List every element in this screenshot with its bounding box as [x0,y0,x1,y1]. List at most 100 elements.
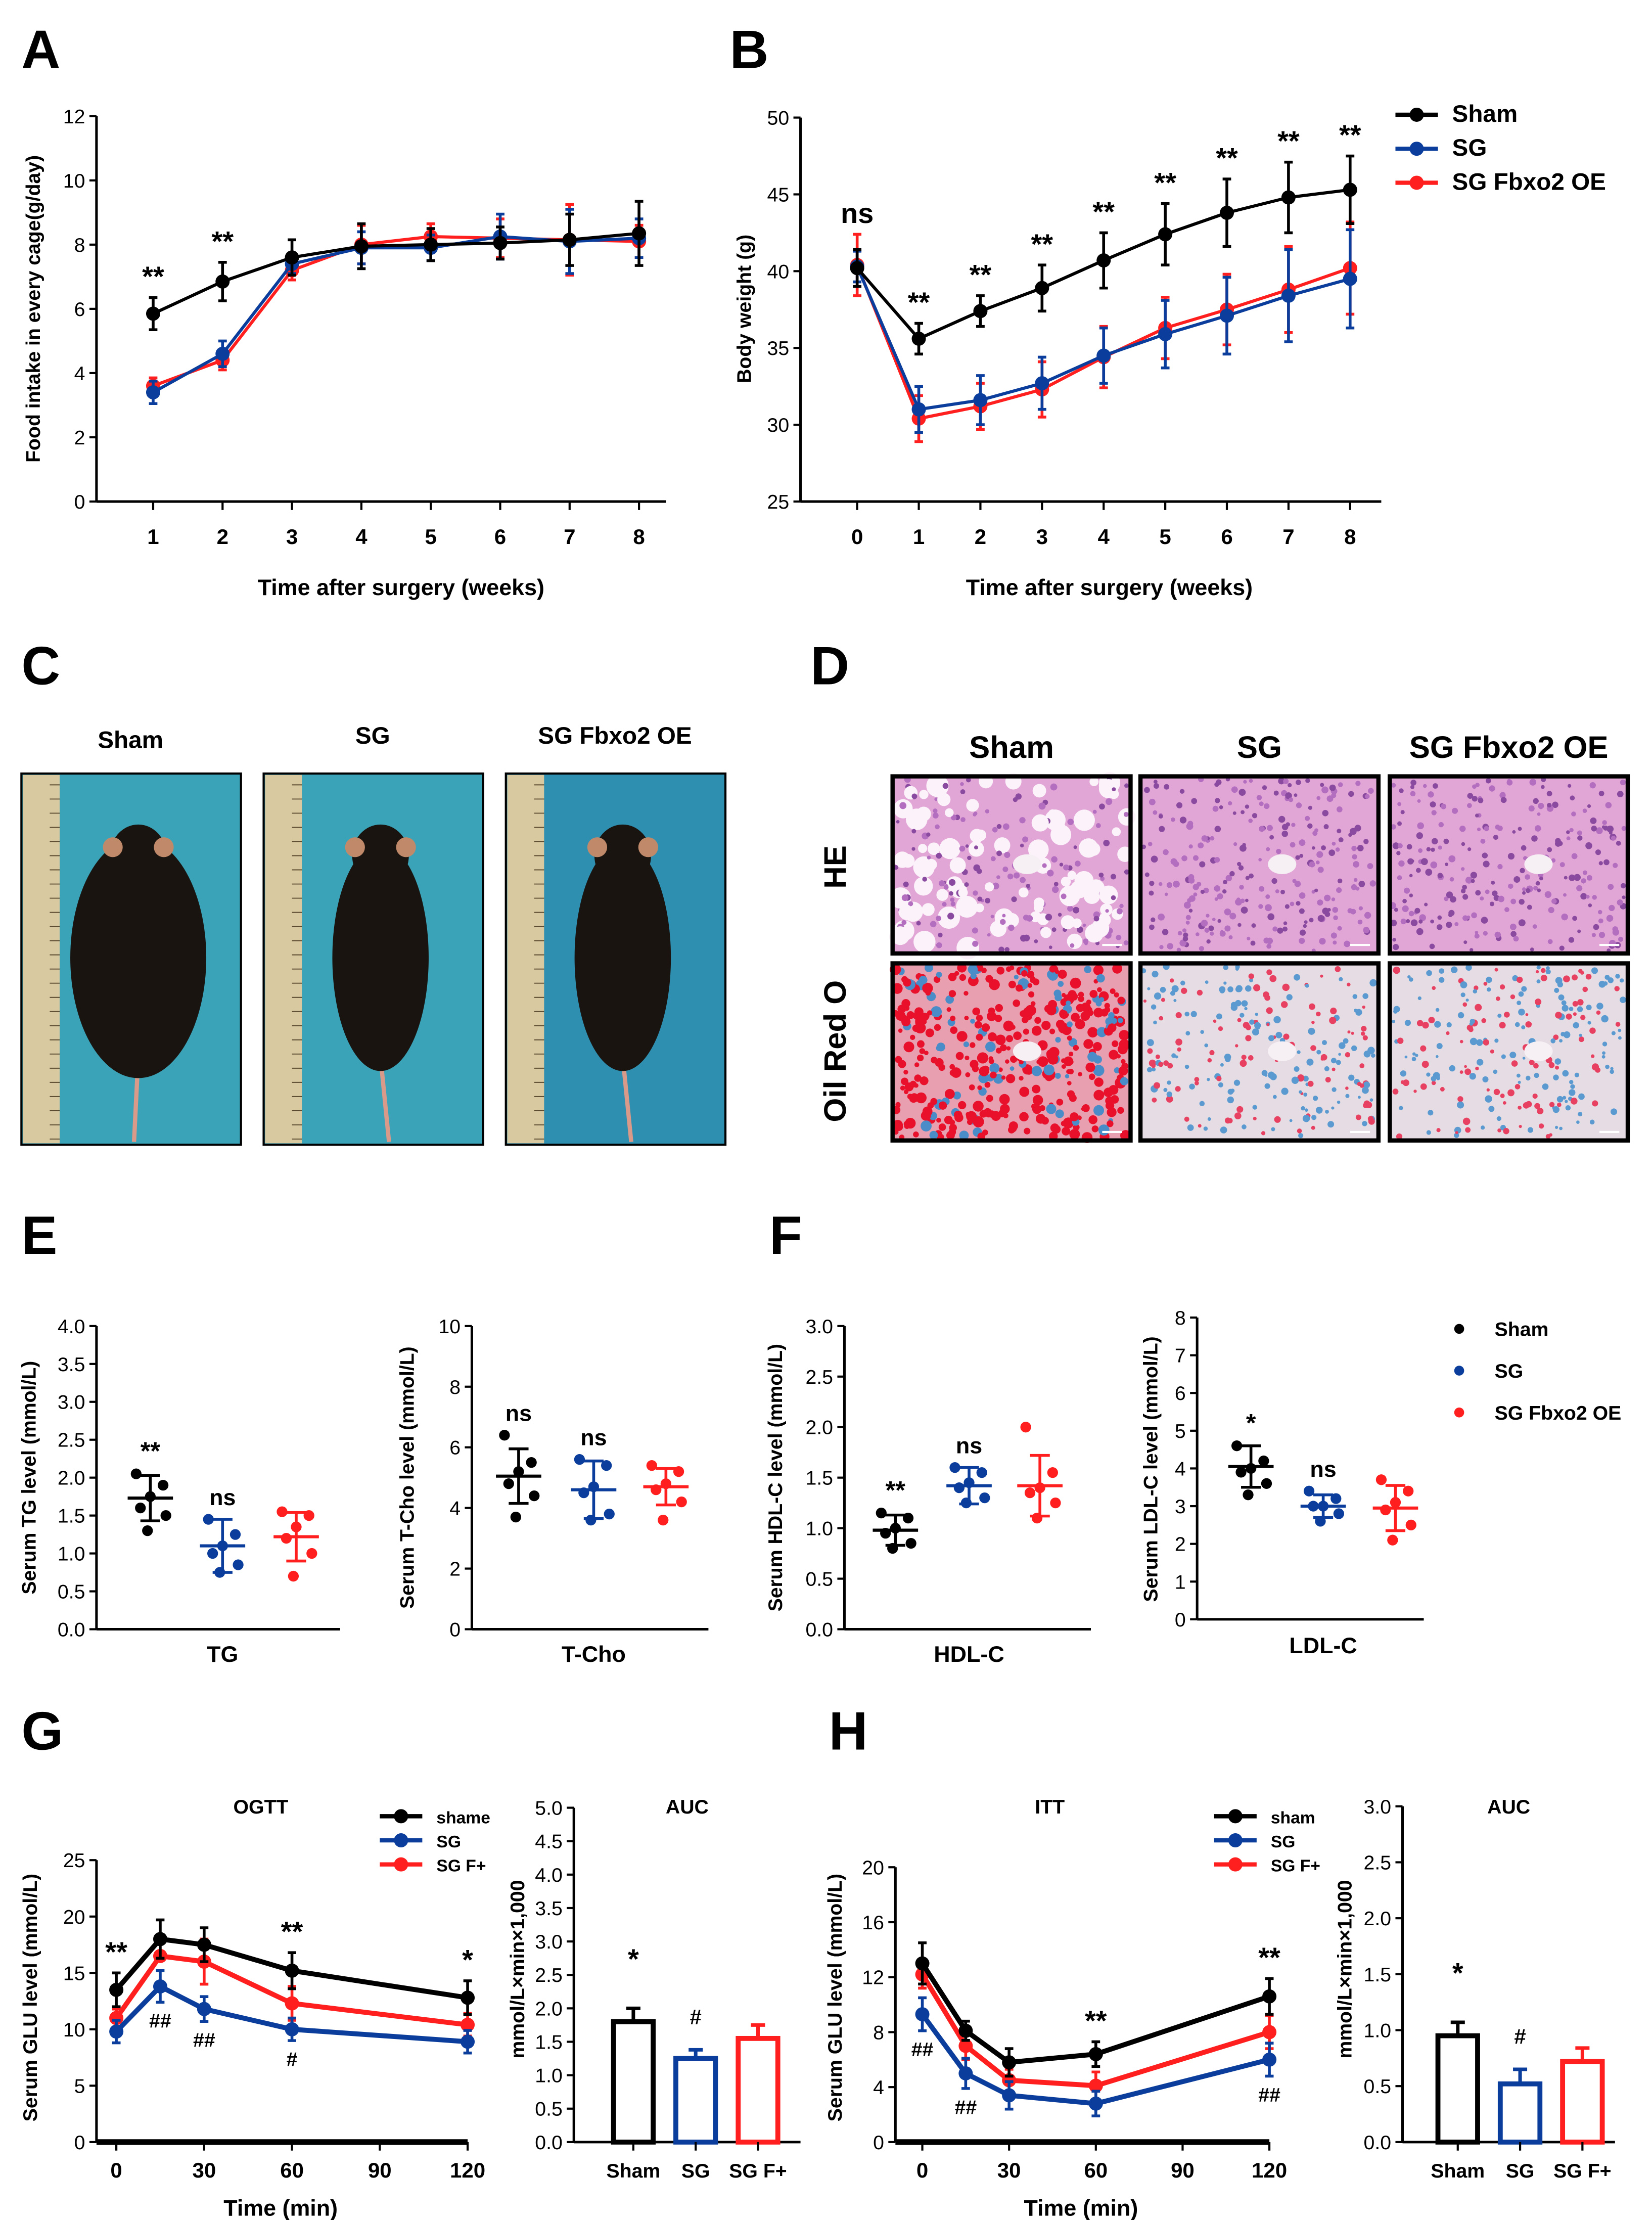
cell [1058,969,1067,979]
cell [959,845,966,852]
y-tick-label: 3.0 [805,1316,833,1338]
cell [1219,930,1226,937]
cell [1104,841,1108,845]
cell [1068,1068,1074,1074]
cell [1093,1090,1105,1101]
y-tick-label: 5.0 [535,1797,563,1820]
y-tick-label: 6 [1175,1382,1186,1405]
y-tick-label: 2.5 [1364,1851,1392,1874]
cell [1004,851,1011,858]
cell [1297,1128,1302,1134]
cell [1067,1081,1072,1085]
cell [973,864,981,872]
cell [1070,977,1081,989]
legend-label: SG F+ [1271,1857,1320,1876]
cell [1411,1057,1416,1062]
oil-red-o-image [890,961,1133,1143]
cell [1056,1099,1064,1106]
legend-marker [1409,175,1424,190]
data-point [1047,1467,1058,1478]
cell [901,1017,911,1027]
y-tick-label: 10 [438,1316,461,1338]
cell [1370,1053,1375,1058]
cell [1245,898,1249,902]
cell [1332,841,1336,846]
cell [1171,1053,1176,1058]
cell [1201,835,1208,842]
cell [1435,1008,1440,1012]
cell [1435,1055,1439,1058]
cell [1525,874,1530,880]
group-sham: * [1228,1409,1274,1501]
x-tick-label: 120 [1252,2158,1287,2182]
cell [987,933,991,937]
data-point [109,1982,124,1997]
cell [1519,898,1525,905]
cell [1601,1055,1605,1059]
cell [948,973,957,981]
data-point [1281,190,1296,205]
cell [1529,1059,1535,1065]
cell [1483,860,1490,868]
cell [1031,1066,1042,1076]
cell [915,1092,927,1104]
cell [1362,993,1368,1000]
cell [1329,784,1336,791]
cell [921,1110,931,1121]
y-axis-label: Serum T-Cho level (mmol/L) [396,1346,419,1609]
cell [911,829,916,834]
cell [914,1062,920,1067]
cell [1573,1022,1579,1029]
cell [1513,936,1519,942]
cell [918,844,928,853]
cell [1120,1077,1129,1085]
y-tick-label: 4 [449,1498,461,1520]
cell [938,1123,946,1131]
central-vein [1268,854,1297,874]
cell [985,1109,993,1118]
mouse-ear [103,837,123,857]
cell [1422,784,1427,788]
cell [1616,841,1621,846]
cell [1233,842,1237,846]
cell [953,1091,961,1100]
x-tick-label: 30 [192,2158,216,2182]
cell [1408,911,1414,917]
image-border [1138,961,1381,1143]
cell [1227,1096,1234,1104]
legend-item: shame [380,1808,490,1827]
cell [1367,1116,1374,1122]
cell [1446,1031,1450,1035]
legend-item: SG F+ [1214,1857,1320,1876]
cell [1364,794,1370,799]
cell [1065,1074,1070,1079]
cell [1008,924,1015,931]
cell [1222,889,1227,894]
cell [1604,975,1610,980]
y-tick-label: 0 [449,1619,461,1641]
cell [1603,825,1609,831]
cell [1182,936,1188,942]
y-tick-label: 0.0 [1364,2132,1392,2154]
cell [1615,974,1620,979]
cell [1591,933,1596,937]
data-point [958,2038,973,2053]
significance-label: ns [580,1425,607,1451]
x-tick-label: 2 [975,525,986,549]
cell [1402,1079,1409,1086]
cell [1188,895,1196,902]
cell [939,838,961,859]
data-point [958,2066,973,2080]
cell [1499,1022,1506,1029]
cell [1048,809,1057,818]
data-point [604,1508,615,1520]
cell [1572,1001,1578,1007]
ruler [23,775,60,1144]
cell [1073,907,1080,914]
cell [1078,995,1084,1002]
cell [1551,858,1556,863]
cell [970,1019,975,1024]
cell [903,978,911,987]
cell [1369,880,1376,887]
data-point [1096,253,1111,268]
